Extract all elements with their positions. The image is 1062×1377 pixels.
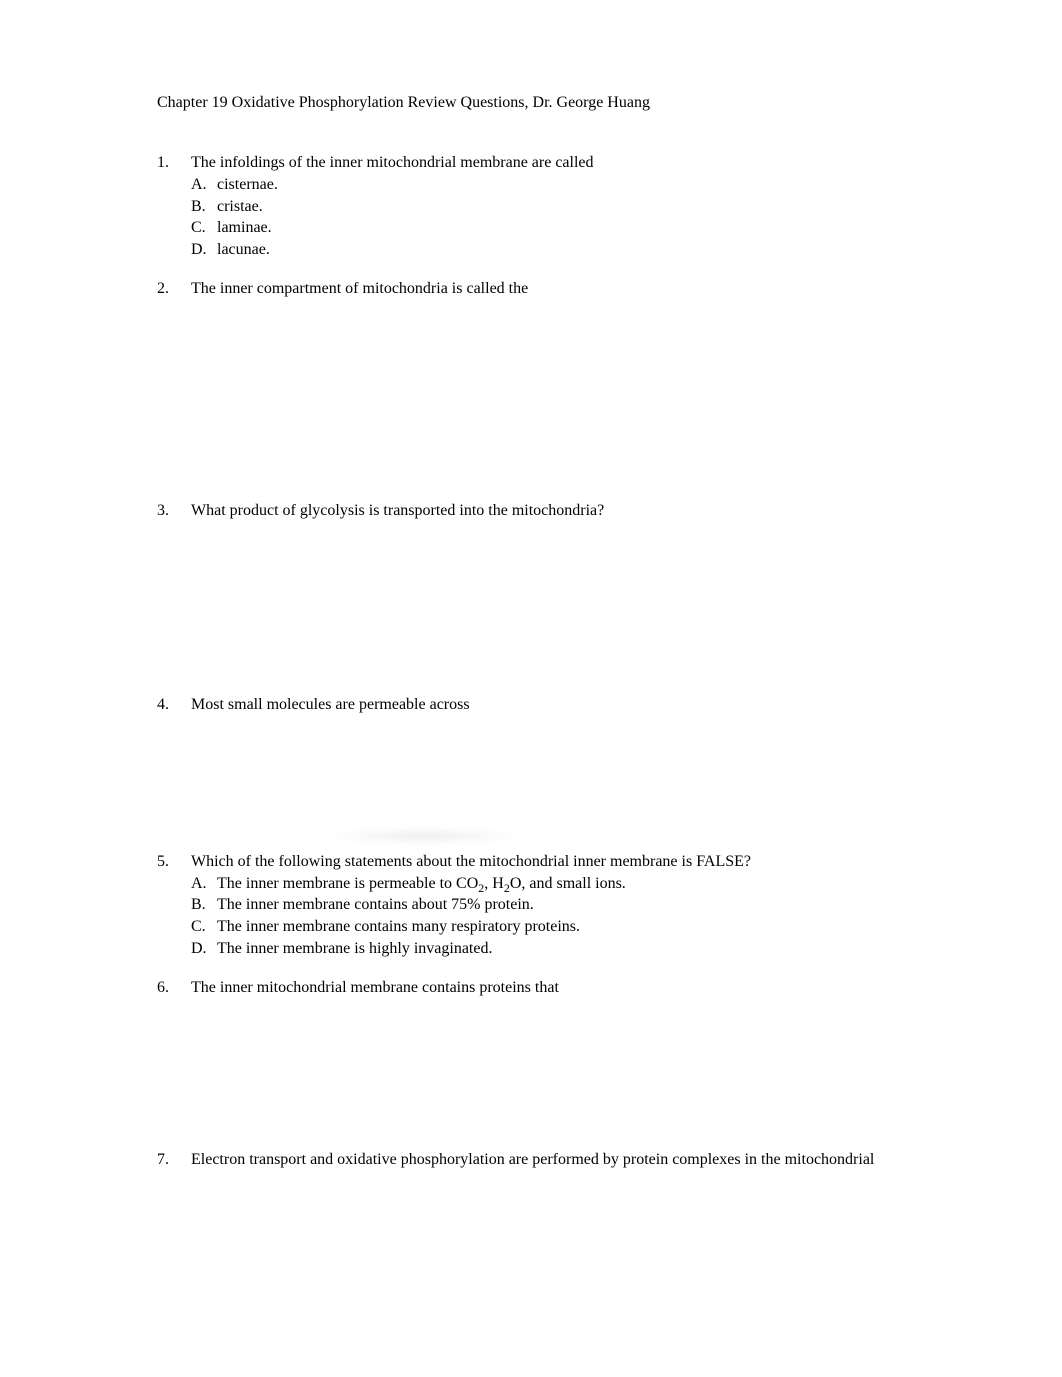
option-label: A. <box>191 174 217 196</box>
question-number: 7. <box>157 1149 191 1171</box>
page-title: Chapter 19 Oxidative Phosphorylation Rev… <box>157 92 905 114</box>
option-label: A. <box>191 873 217 895</box>
option-text: The inner membrane is permeable to CO2, … <box>217 873 905 895</box>
questions-list: 1. The infoldings of the inner mitochond… <box>157 152 905 1170</box>
option-label: D. <box>191 938 217 960</box>
option-label: B. <box>191 894 217 916</box>
option-text: The inner membrane contains many respira… <box>217 916 905 938</box>
question: 4.Most small molecules are permeable acr… <box>157 694 905 716</box>
question: 5.Which of the following statements abou… <box>157 851 905 959</box>
option-row: B.The inner membrane contains about 75% … <box>157 894 905 916</box>
question-number: 1. <box>157 152 191 174</box>
question: 7. Electron transport and oxidative phos… <box>157 1149 905 1171</box>
question: 1. The infoldings of the inner mitochond… <box>157 152 905 260</box>
option-text: cristae. <box>217 196 905 218</box>
option-row: D.lacunae. <box>157 239 905 261</box>
spacer <box>157 721 905 851</box>
option-row: A.cisternae. <box>157 174 905 196</box>
option-row: B.cristae. <box>157 196 905 218</box>
question-text: Most small molecules are permeable acros… <box>191 694 905 716</box>
document-page: Chapter 19 Oxidative Phosphorylation Rev… <box>0 0 1062 1170</box>
option-row: C.The inner membrane contains many respi… <box>157 916 905 938</box>
option-label: D. <box>191 239 217 261</box>
spacer <box>157 300 905 500</box>
question-number: 5. <box>157 851 191 873</box>
question-number: 2. <box>157 278 191 300</box>
question-text: The inner mitochondrial membrane contain… <box>191 977 905 999</box>
question-number: 3. <box>157 500 191 522</box>
question-row: 2.The inner compartment of mitochondria … <box>157 278 905 300</box>
question-number: 6. <box>157 977 191 999</box>
question-text: Which of the following statements about … <box>191 851 905 873</box>
option-label: C. <box>191 217 217 239</box>
question-row: 7. Electron transport and oxidative phos… <box>157 1149 905 1171</box>
question-row: 3.What product of glycolysis is transpor… <box>157 500 905 522</box>
question-text: What product of glycolysis is transporte… <box>191 500 905 522</box>
question-text: Electron transport and oxidative phospho… <box>191 1149 905 1171</box>
spacer <box>157 959 905 977</box>
question: 3.What product of glycolysis is transpor… <box>157 500 905 522</box>
option-text: laminae. <box>217 217 905 239</box>
option-label: C. <box>191 916 217 938</box>
option-row: A.The inner membrane is permeable to CO2… <box>157 873 905 895</box>
option-text: cisternae. <box>217 174 905 196</box>
option-text: lacunae. <box>217 239 905 261</box>
question-text: The infoldings of the inner mitochondria… <box>191 152 905 174</box>
question-row: 1. The infoldings of the inner mitochond… <box>157 152 905 174</box>
option-text: The inner membrane is highly invaginated… <box>217 938 905 960</box>
question-row: 6.The inner mitochondrial membrane conta… <box>157 977 905 999</box>
option-row: D.The inner membrane is highly invaginat… <box>157 938 905 960</box>
question-row: 4.Most small molecules are permeable acr… <box>157 694 905 716</box>
question-row: 5.Which of the following statements abou… <box>157 851 905 873</box>
option-label: B. <box>191 196 217 218</box>
blur-artifact <box>329 829 519 843</box>
option-text: The inner membrane contains about 75% pr… <box>217 894 905 916</box>
spacer <box>157 260 905 278</box>
spacer <box>157 522 905 694</box>
question: 6.The inner mitochondrial membrane conta… <box>157 977 905 999</box>
spacer <box>157 999 905 1149</box>
option-row: C.laminae. <box>157 217 905 239</box>
question: 2.The inner compartment of mitochondria … <box>157 278 905 300</box>
question-text: The inner compartment of mitochondria is… <box>191 278 905 300</box>
question-number: 4. <box>157 694 191 716</box>
